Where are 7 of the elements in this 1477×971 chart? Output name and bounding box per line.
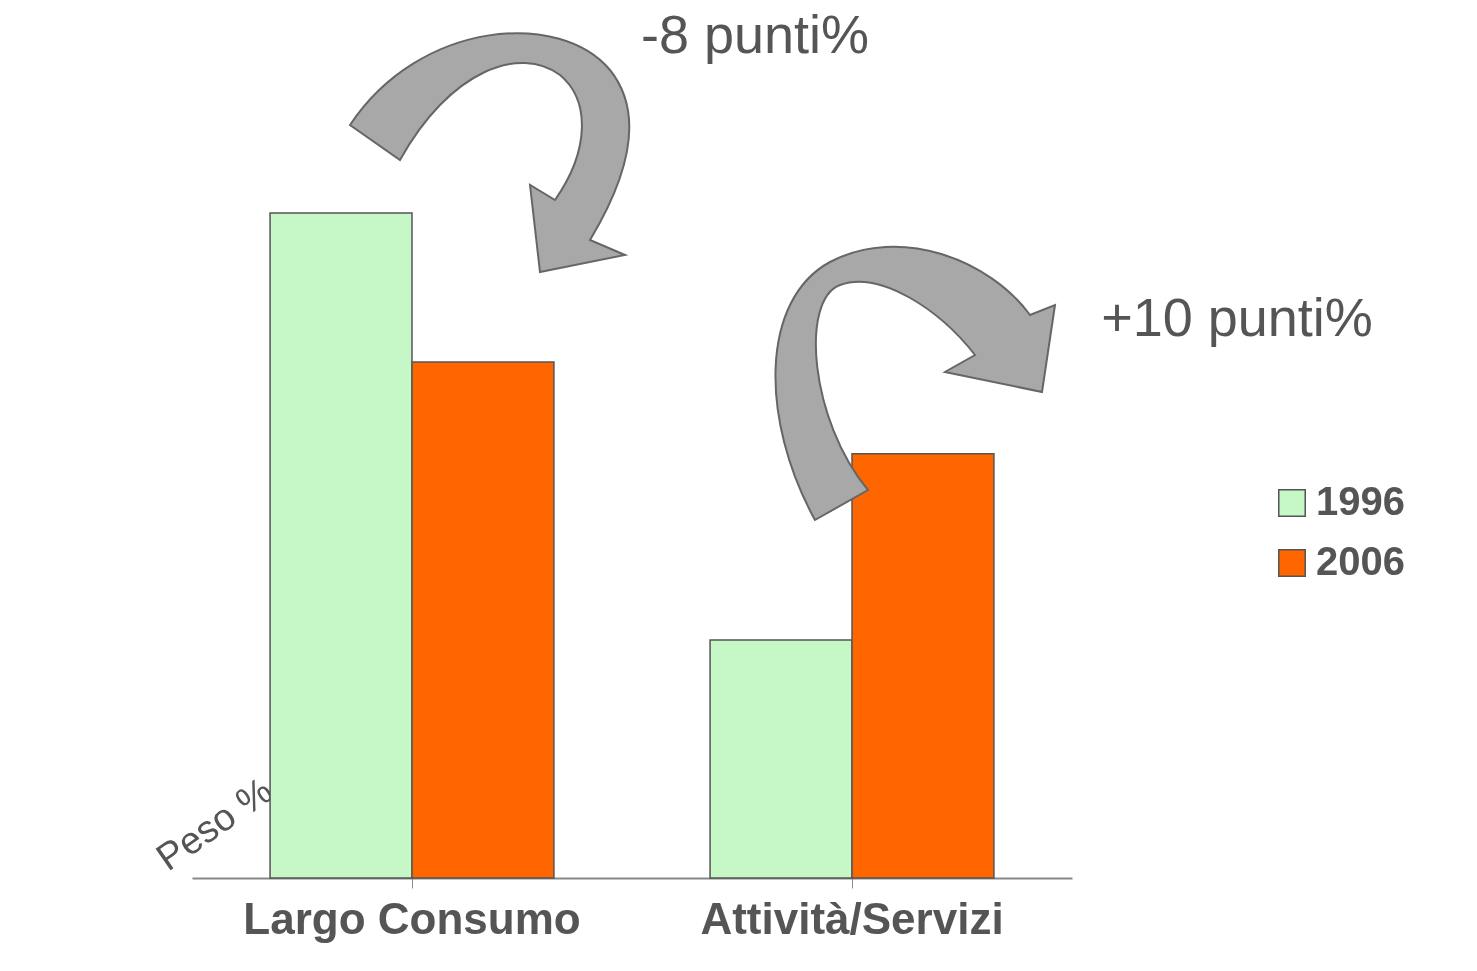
legend-label: 1996 [1316,479,1405,523]
x-tick-label: Attività/Servizi [700,893,1004,943]
y-axis-title: Peso % [148,768,280,879]
x-tick-label: Largo Consumo [243,893,581,943]
text: +10 punti% [1101,287,1373,347]
legend-label: 2006 [1316,539,1405,583]
text: -8 punti% [640,4,870,64]
